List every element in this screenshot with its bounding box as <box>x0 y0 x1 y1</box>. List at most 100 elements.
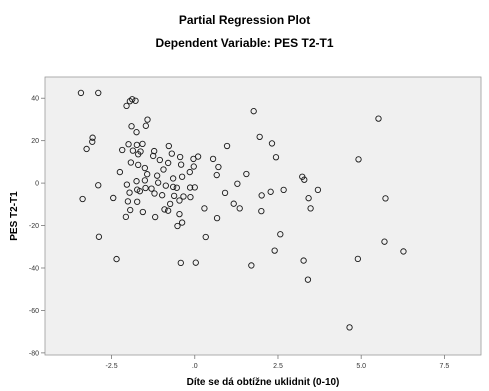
y-tick-label: -60 <box>29 308 39 315</box>
data-point <box>202 233 209 241</box>
data-point <box>267 188 274 195</box>
data-point <box>160 166 167 173</box>
data-point <box>280 186 287 194</box>
data-point <box>250 108 257 115</box>
data-point <box>126 98 134 105</box>
data-point <box>213 214 221 222</box>
data-point <box>176 210 183 218</box>
data-point <box>164 159 172 167</box>
data-point <box>123 102 130 110</box>
data-point <box>156 156 163 164</box>
data-point <box>162 182 169 189</box>
data-point <box>173 184 180 191</box>
data-point <box>110 194 117 202</box>
data-point <box>305 195 312 202</box>
data-point <box>129 147 137 154</box>
data-point <box>307 205 314 212</box>
data-point <box>116 168 124 176</box>
data-point <box>215 163 222 171</box>
data-point <box>95 89 102 97</box>
data-point <box>95 182 102 189</box>
data-point <box>139 140 146 147</box>
data-point <box>127 159 135 166</box>
data-point <box>176 197 183 204</box>
data-point <box>165 142 172 150</box>
x-tick-label: 5.0 <box>356 363 366 370</box>
data-point <box>136 188 144 195</box>
data-point <box>144 116 151 123</box>
data-point <box>201 205 208 212</box>
data-point <box>127 206 134 214</box>
data-point <box>186 184 194 191</box>
data-point <box>133 129 140 136</box>
data-point <box>142 122 149 129</box>
data-point <box>89 138 96 145</box>
y-axis-title: PES T2-T1 <box>9 191 20 241</box>
data-point <box>180 193 187 200</box>
data-point <box>151 190 158 197</box>
data-point <box>178 219 186 226</box>
data-point <box>300 257 307 264</box>
data-point <box>174 222 181 230</box>
data-point <box>170 192 178 199</box>
data-point <box>113 255 120 263</box>
data-point <box>159 192 166 199</box>
y-tick-label: 0 <box>35 181 39 188</box>
x-tick-label: 7.5 <box>440 363 450 370</box>
data-point <box>169 183 177 191</box>
data-point <box>223 142 231 150</box>
data-point <box>301 176 308 183</box>
data-point <box>176 153 184 161</box>
data-point <box>142 184 149 192</box>
data-point <box>166 200 174 208</box>
y-axis-ticks: 40 20 0 -20 -40 -60 -80 <box>29 96 45 357</box>
data-point <box>139 208 147 216</box>
data-point <box>178 173 186 180</box>
data-point <box>272 154 280 161</box>
x-tick-label: .0 <box>192 363 198 370</box>
data-point <box>134 198 141 205</box>
y-tick-label: 40 <box>31 96 39 103</box>
data-point <box>79 195 86 203</box>
data-point <box>248 262 255 269</box>
data-point <box>148 185 155 192</box>
data-point <box>89 134 96 141</box>
x-axis-title: Díte se dá obtížne uklidnit (0-10) <box>187 377 340 388</box>
data-point <box>161 206 168 213</box>
data-point <box>375 115 382 122</box>
data-point <box>221 189 229 197</box>
data-point <box>355 156 362 163</box>
data-point <box>256 133 263 140</box>
data-point <box>258 207 265 215</box>
data-point <box>277 231 284 238</box>
x-tick-label: -2.5 <box>106 363 118 370</box>
plot-area <box>44 76 482 356</box>
data-point <box>119 146 126 154</box>
data-point <box>152 213 159 221</box>
x-tick-label: 2.5 <box>273 363 283 370</box>
data-point <box>123 181 131 188</box>
y-tick-label: -80 <box>29 350 39 357</box>
data-point <box>258 192 265 199</box>
data-point <box>243 170 250 178</box>
data-point <box>187 193 194 201</box>
x-axis-ticks: -2.5 .0 2.5 5.0 7.5 <box>106 355 450 370</box>
data-point <box>126 189 133 196</box>
data-point <box>83 145 90 153</box>
data-point <box>95 233 103 240</box>
data-point <box>169 175 177 182</box>
data-point <box>236 205 243 212</box>
data-point <box>125 141 132 148</box>
data-point <box>268 140 276 147</box>
data-point <box>177 161 185 168</box>
data-point <box>177 259 184 267</box>
data-point <box>346 324 353 331</box>
data-point <box>164 207 172 214</box>
chart-title: Partial Regression Plot <box>178 13 311 27</box>
data-point <box>400 248 407 255</box>
data-point <box>381 238 388 245</box>
data-point <box>124 198 132 205</box>
data-point <box>141 164 148 172</box>
data-point <box>168 150 175 157</box>
